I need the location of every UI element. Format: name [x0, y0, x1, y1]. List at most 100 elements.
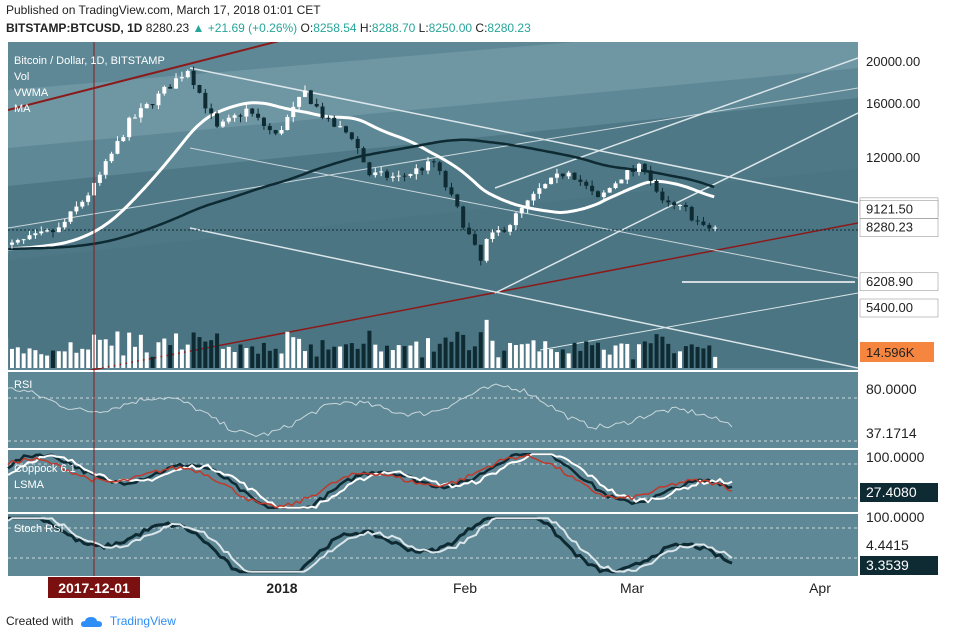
- candle[interactable]: [496, 230, 501, 233]
- candle[interactable]: [261, 117, 266, 126]
- candle[interactable]: [390, 176, 395, 178]
- candle[interactable]: [215, 113, 220, 127]
- candle[interactable]: [408, 174, 413, 176]
- candle[interactable]: [631, 170, 636, 172]
- candle[interactable]: [209, 108, 214, 114]
- candle[interactable]: [414, 168, 419, 175]
- candle[interactable]: [320, 106, 325, 118]
- candle[interactable]: [291, 106, 296, 118]
- candle[interactable]: [572, 172, 577, 180]
- candle[interactable]: [191, 70, 196, 86]
- candle[interactable]: [45, 230, 50, 232]
- candle[interactable]: [519, 208, 524, 214]
- candle[interactable]: [256, 113, 261, 118]
- candle[interactable]: [68, 211, 73, 222]
- candle[interactable]: [642, 163, 647, 171]
- candle[interactable]: [654, 180, 659, 192]
- candle[interactable]: [678, 205, 682, 207]
- candle[interactable]: [402, 175, 407, 177]
- candle[interactable]: [713, 227, 718, 229]
- candle[interactable]: [109, 153, 114, 162]
- candle[interactable]: [508, 225, 513, 232]
- candle[interactable]: [33, 233, 38, 236]
- candle[interactable]: [62, 221, 67, 228]
- candle[interactable]: [127, 117, 132, 138]
- candle[interactable]: [472, 234, 477, 245]
- candle[interactable]: [613, 183, 618, 189]
- candle[interactable]: [332, 117, 337, 127]
- candle[interactable]: [314, 103, 319, 107]
- candle[interactable]: [367, 162, 372, 176]
- candle[interactable]: [343, 126, 348, 133]
- candle[interactable]: [226, 117, 231, 122]
- candle[interactable]: [138, 108, 143, 118]
- candle[interactable]: [80, 201, 85, 207]
- candle[interactable]: [531, 193, 536, 201]
- candle[interactable]: [250, 108, 255, 114]
- candle[interactable]: [578, 179, 583, 182]
- candle[interactable]: [525, 200, 530, 209]
- candle[interactable]: [385, 171, 389, 178]
- candle[interactable]: [379, 171, 384, 173]
- candle[interactable]: [97, 174, 102, 183]
- candle[interactable]: [0, 249, 2, 254]
- candle[interactable]: [27, 235, 32, 240]
- candle[interactable]: [297, 96, 302, 107]
- candle[interactable]: [162, 86, 167, 94]
- candle[interactable]: [74, 206, 79, 212]
- candle[interactable]: [179, 77, 184, 79]
- candle[interactable]: [244, 108, 249, 117]
- candle[interactable]: [238, 115, 243, 117]
- candle[interactable]: [220, 121, 225, 127]
- candle[interactable]: [197, 85, 202, 93]
- candle[interactable]: [338, 126, 343, 128]
- candle[interactable]: [601, 192, 606, 198]
- candle[interactable]: [144, 104, 149, 109]
- candle[interactable]: [115, 141, 120, 154]
- candle[interactable]: [420, 168, 425, 171]
- candle[interactable]: [607, 188, 612, 193]
- candle[interactable]: [39, 231, 44, 234]
- candle[interactable]: [56, 227, 61, 233]
- candle[interactable]: [185, 70, 190, 78]
- candle[interactable]: [560, 173, 565, 177]
- chart-canvas[interactable]: 20000.0016000.0012000.009250.629121.5082…: [0, 38, 965, 600]
- candle[interactable]: [619, 179, 624, 184]
- candle[interactable]: [449, 187, 454, 195]
- candle[interactable]: [285, 117, 290, 130]
- candle[interactable]: [666, 200, 671, 203]
- candle[interactable]: [437, 162, 442, 172]
- candle[interactable]: [326, 117, 331, 119]
- candle[interactable]: [133, 117, 138, 119]
- candle[interactable]: [232, 115, 237, 118]
- candle[interactable]: [537, 188, 542, 194]
- candle[interactable]: [267, 125, 272, 131]
- candle[interactable]: [426, 161, 431, 171]
- candle[interactable]: [695, 220, 700, 222]
- candle[interactable]: [4, 244, 9, 254]
- candle[interactable]: [349, 132, 354, 139]
- candle[interactable]: [660, 191, 665, 201]
- candle[interactable]: [584, 181, 589, 186]
- candle[interactable]: [636, 163, 641, 172]
- candle[interactable]: [156, 93, 161, 106]
- candle[interactable]: [502, 230, 507, 232]
- candle[interactable]: [566, 172, 571, 177]
- candle[interactable]: [308, 90, 313, 104]
- stoch-pane[interactable]: [8, 514, 858, 576]
- rsi-pane[interactable]: [8, 372, 858, 448]
- candle[interactable]: [554, 173, 559, 178]
- candle[interactable]: [355, 138, 360, 149]
- candle[interactable]: [672, 202, 677, 206]
- candle[interactable]: [625, 170, 630, 180]
- candle[interactable]: [103, 161, 108, 175]
- candle[interactable]: [595, 191, 600, 198]
- candle[interactable]: [513, 213, 518, 226]
- candle[interactable]: [701, 221, 706, 225]
- candle[interactable]: [15, 240, 20, 243]
- candle[interactable]: [590, 185, 595, 192]
- candle[interactable]: [467, 227, 472, 235]
- candle[interactable]: [484, 238, 489, 261]
- candle[interactable]: [168, 86, 173, 89]
- candle[interactable]: [461, 206, 466, 228]
